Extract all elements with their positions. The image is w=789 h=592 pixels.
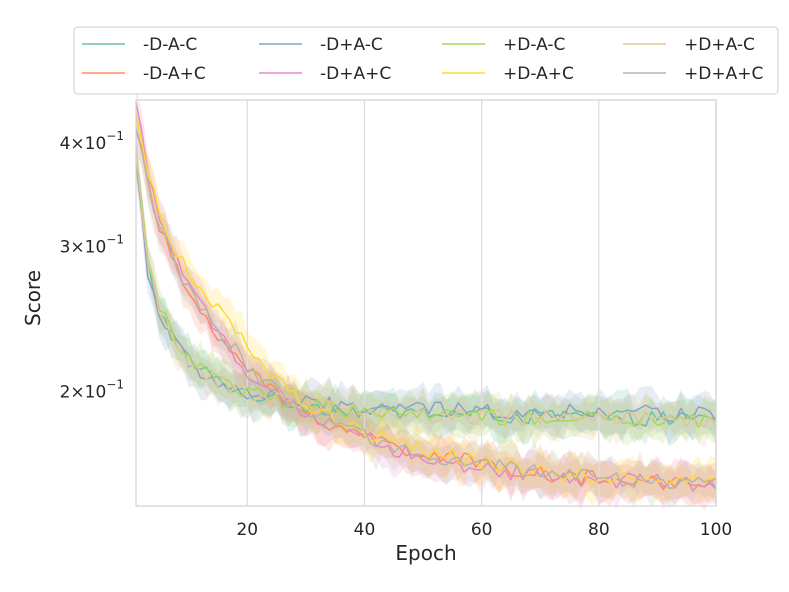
x-tick-label: 40 — [354, 520, 376, 540]
y-tick-base: 3 — [60, 237, 71, 257]
y-tick-label: 2×10−1 — [60, 378, 124, 403]
legend-box — [73, 26, 779, 95]
y-tick-base: 2 — [60, 383, 71, 403]
legend-label: +D+A+C — [684, 64, 763, 84]
y-tick-times: ×10 — [70, 383, 106, 403]
band--D-A+C — [136, 110, 716, 511]
band-+D+A+C — [136, 109, 716, 509]
y-tick-exponent: −1 — [106, 129, 124, 143]
band--D+A-C — [136, 144, 716, 445]
legend-label: +D-A-C — [503, 35, 565, 55]
legend-entry: +D-A+C — [442, 64, 574, 84]
legend-entry: -D+A-C — [259, 35, 383, 55]
y-tick-base: 4 — [60, 134, 71, 154]
x-tick-labels: 20 40 60 80 100 — [236, 520, 732, 540]
x-tick-label: 60 — [471, 520, 493, 540]
legend-label: -D+A-C — [320, 35, 383, 55]
legend-entry: +D+A-C — [623, 35, 755, 55]
x-tick-label: 20 — [236, 520, 258, 540]
legend-entry: +D+A+C — [623, 64, 763, 84]
band-+D-A+C — [136, 99, 716, 506]
x-tick-label: 80 — [588, 520, 610, 540]
legend-label: +D-A+C — [503, 64, 574, 84]
legend: -D-A-C -D-A+C -D+A-C -D+A+C +D-A-C +D-A+C +D+A… — [73, 26, 779, 95]
band-+D+A-C — [136, 126, 716, 449]
x-axis-title: Epoch — [395, 541, 456, 565]
legend-label: -D-A+C — [143, 64, 206, 84]
series-lines — [135, 102, 717, 492]
y-tick-labels: 4×10−13×10−12×10−1 — [60, 129, 124, 402]
legend-label: -D+A+C — [320, 64, 391, 84]
y-tick-exponent: −1 — [106, 378, 124, 392]
line--D+A+C — [135, 102, 717, 492]
legend-entry: -D-A-C — [82, 35, 197, 55]
y-tick-times: ×10 — [70, 237, 106, 257]
legend-entry: -D+A+C — [259, 64, 391, 84]
y-tick-exponent: −1 — [106, 232, 124, 246]
y-tick-times: ×10 — [70, 134, 106, 154]
y-tick-label: 4×10−1 — [60, 129, 124, 154]
y-tick-label: 3×10−1 — [60, 232, 124, 257]
legend-entry: +D-A-C — [442, 35, 565, 55]
x-tick-label: 100 — [700, 520, 732, 540]
plot-frame — [135, 99, 717, 507]
band--D-A-C — [136, 138, 716, 447]
line--D-A-C — [135, 152, 717, 427]
legend-label: -D-A-C — [143, 35, 197, 55]
line-+D+A+C — [135, 126, 717, 490]
line-+D-A+C — [135, 114, 717, 486]
legend-label: +D+A-C — [684, 35, 755, 55]
legend-entry: -D-A+C — [82, 64, 206, 84]
line-+D+A-C — [135, 148, 717, 428]
confidence-bands — [136, 89, 716, 511]
y-axis-title: Score — [21, 270, 45, 326]
